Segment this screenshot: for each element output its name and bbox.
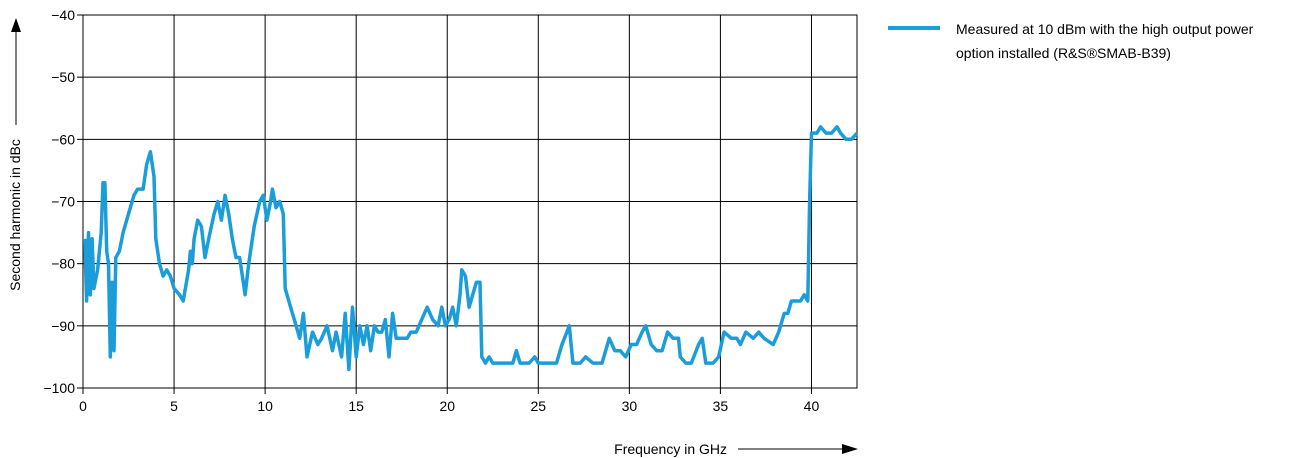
legend-label: Measured at 10 dBm with the high output … <box>956 21 1254 61</box>
y-tick-label: −60 <box>51 131 75 147</box>
x-tick-label: 30 <box>622 398 638 414</box>
y-tick-label: −80 <box>51 256 75 272</box>
x-tick-label: 5 <box>170 398 178 414</box>
x-axis-arrowhead <box>842 444 858 454</box>
y-tick-label: −100 <box>43 380 75 396</box>
y-axis-label: Second harmonic in dBc <box>7 139 23 291</box>
y-tick-label: −40 <box>51 7 75 23</box>
y-axis-arrowhead <box>11 18 21 32</box>
plot-frame <box>82 14 858 389</box>
x-tick-label: 20 <box>439 398 455 414</box>
x-tick-label: 10 <box>257 398 273 414</box>
x-tick-label: 35 <box>713 398 729 414</box>
x-tick-label: 40 <box>804 398 820 414</box>
x-tick-label: 25 <box>531 398 547 414</box>
y-tick-label: −90 <box>51 318 75 334</box>
data-line <box>83 125 859 372</box>
y-tick-label: −50 <box>51 69 75 85</box>
y-tick-label: −70 <box>51 194 75 210</box>
x-axis-label: Frequency in GHz <box>614 441 727 457</box>
x-tick-label: 0 <box>79 398 87 414</box>
x-tick-label: 15 <box>348 398 364 414</box>
